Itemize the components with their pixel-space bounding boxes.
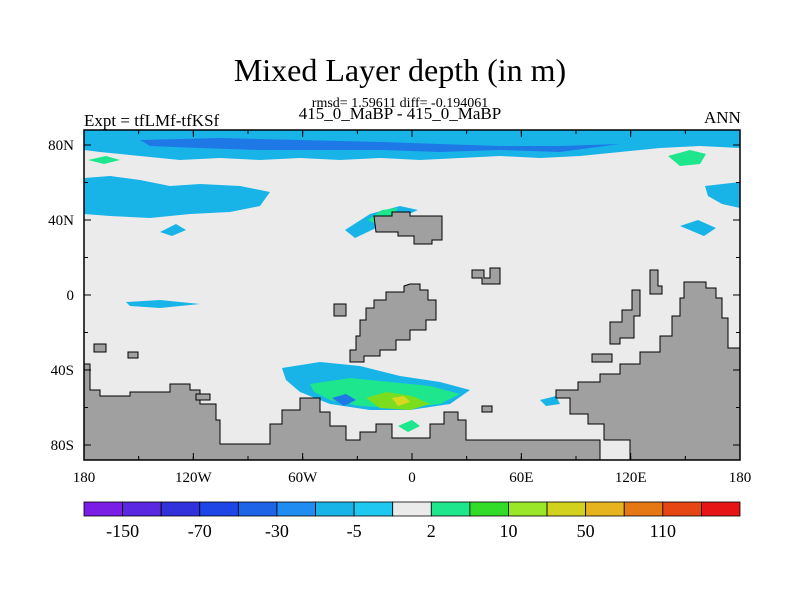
colorbar-label: 50 [577, 521, 595, 541]
colorbar-label: 10 [499, 521, 517, 541]
colorbar-swatch [392, 501, 432, 517]
south-island-d [127, 351, 139, 359]
experiment-label: Expt = tfLMf-tfKSf [84, 111, 220, 130]
lon-label: 120W [175, 470, 213, 486]
colorbar-swatch [662, 501, 702, 517]
colorbar-swatch [623, 501, 664, 517]
lon-label: 180 [729, 470, 752, 486]
colorbar-label: -150 [106, 521, 139, 541]
southern-yellow-patch [392, 396, 410, 406]
lat-ticks [84, 144, 740, 446]
lon-label: 0 [408, 470, 416, 486]
colorbar-swatch [430, 501, 471, 517]
colorbar-swatch [546, 501, 587, 517]
colorbar-swatch [276, 501, 316, 517]
small-island-east [649, 269, 663, 295]
colorbar-swatch [160, 501, 201, 517]
tropical-negative [126, 300, 200, 308]
lon-label: 180 [73, 470, 96, 486]
gulf-negative [160, 224, 186, 236]
page-title: Mixed Layer depth (in m) [233, 52, 567, 88]
stats-text: rmsd= 1.59611 diff= -0.194061 [311, 96, 489, 111]
southern-positive-small [398, 420, 420, 432]
season-label: ANN [704, 108, 741, 127]
subtitle: 415_0_MaBP - 415_0_MaBP [298, 104, 502, 123]
colorbar [83, 501, 741, 517]
lon-labels: 180 120W 60W 0 60E 120E 180 [73, 470, 752, 486]
colorbar-label: -70 [188, 521, 212, 541]
lat-label: 40S [51, 363, 74, 379]
lat-label: 0 [67, 288, 75, 304]
colorbar-label: 2 [427, 521, 436, 541]
lat-labels: 80N 40N 0 40S 80S [48, 138, 74, 454]
greenland-land [373, 211, 443, 245]
south-island-c [481, 405, 493, 413]
lat-label: 40N [48, 213, 74, 229]
colorbar-swatch [353, 501, 394, 517]
antarctica-land [83, 363, 601, 461]
colorbar-labels: -150 -70 -30 -5 2 10 50 110 [106, 521, 676, 541]
colorbar-swatch [469, 501, 509, 517]
colorbar-label: -5 [347, 521, 362, 541]
lon-ticks [83, 130, 741, 460]
colorbar-swatch [237, 501, 278, 517]
arctic-deep-region [140, 138, 620, 152]
lon-label: 60E [509, 470, 533, 486]
colorbar-swatch [83, 501, 123, 517]
southern-deep-patch [332, 394, 356, 406]
southern-negative-small [540, 396, 560, 406]
north-pacific-negative [84, 176, 270, 218]
lon-label: 120E [615, 470, 647, 486]
arctic-positive-west [88, 156, 120, 164]
lon-label: 60W [288, 470, 318, 486]
colorbar-label: 110 [650, 521, 676, 541]
south-island-a [93, 343, 107, 353]
madagascar-land [333, 303, 347, 317]
arctic-positive-east [668, 150, 706, 166]
lat-label: 80N [48, 138, 74, 154]
east-pacific-negative [705, 182, 740, 208]
australia-land [555, 281, 741, 461]
indonesia-land [609, 289, 641, 345]
colorbar-label: -30 [265, 521, 289, 541]
island-land [471, 267, 501, 285]
africa-land [349, 283, 437, 363]
colorbar-swatch [585, 501, 625, 517]
colorbar-swatch [122, 501, 162, 517]
colorbar-swatch [315, 501, 355, 517]
colorbar-swatch [508, 501, 548, 517]
lat-label: 80S [51, 438, 74, 454]
colorbar-swatch [199, 501, 239, 517]
small-island-south [591, 353, 613, 363]
colorbar-swatch [701, 501, 741, 517]
kuroshio-negative [680, 220, 716, 236]
south-island-b [195, 393, 211, 401]
